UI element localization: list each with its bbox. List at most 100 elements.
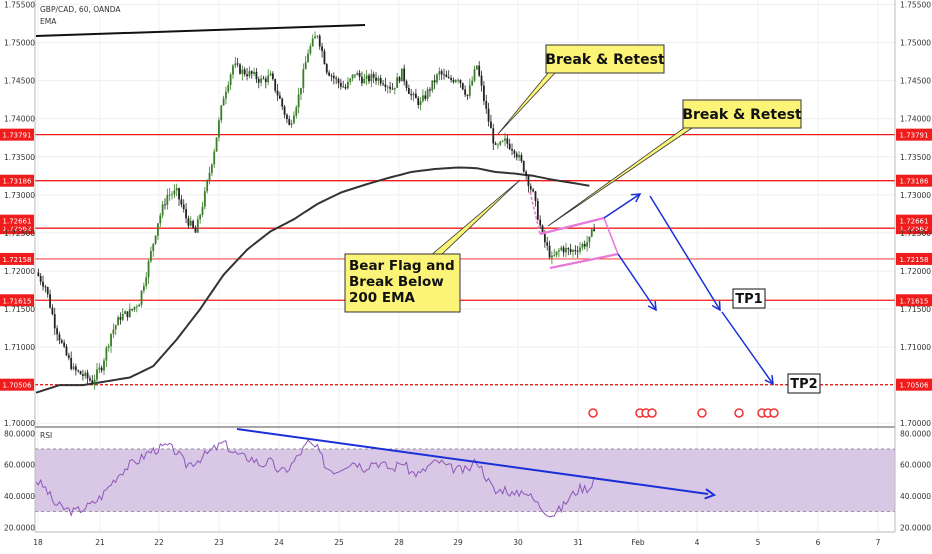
- time-tick: 23: [214, 538, 224, 547]
- candle-body: [56, 328, 59, 335]
- price-tick-left: 1.72000: [4, 267, 35, 276]
- candle-body: [475, 65, 478, 70]
- candle-body: [400, 68, 403, 82]
- candle-body: [210, 164, 213, 173]
- time-tick: 21: [95, 538, 105, 547]
- ema-200-line[interactable]: [35, 166, 590, 394]
- trend-line-top[interactable]: [35, 24, 366, 37]
- candle-body: [574, 249, 577, 252]
- candle-body: [119, 317, 122, 320]
- candle-body: [117, 317, 119, 326]
- level-tag-text: 1.72158: [900, 256, 929, 264]
- arrow-down-level[interactable]: [617, 253, 657, 311]
- candle-body: [37, 272, 40, 277]
- price-tick-left: 1.70000: [4, 419, 35, 428]
- candle-body: [506, 138, 509, 144]
- candle-body: [274, 79, 277, 91]
- candle-body: [332, 75, 335, 79]
- candle-body: [70, 357, 73, 369]
- event-markers[interactable]: [588, 408, 779, 418]
- candle-body: [471, 80, 474, 86]
- rsi-tick-right: 40.0000: [900, 492, 931, 501]
- price-tick-right: 1.71500: [900, 305, 931, 314]
- candle-body: [300, 87, 302, 95]
- candle-body: [234, 63, 237, 66]
- candle-body: [260, 78, 263, 83]
- candle-body: [480, 75, 483, 86]
- arrow-down-level-head: [647, 300, 657, 312]
- candle-body: [325, 64, 328, 73]
- time-tick: 7: [876, 538, 881, 547]
- level-tag-text: 1.72562: [3, 225, 32, 233]
- flag-lower[interactable]: [549, 252, 619, 270]
- candle-body: [199, 214, 202, 220]
- arrow-down-tp2-head: [764, 374, 774, 386]
- candle-body: [379, 77, 382, 84]
- symbol-title: GBP/CAD, 60, OANDA: [40, 5, 121, 14]
- candle-body: [553, 255, 556, 256]
- candle-body: [182, 204, 185, 210]
- candle-body: [342, 86, 345, 88]
- price-tick-right: 1.73000: [900, 191, 931, 200]
- candle-body: [283, 106, 286, 115]
- candle-body: [494, 143, 497, 145]
- candle-body: [583, 243, 586, 247]
- candle-body: [60, 340, 63, 343]
- arrow-up-retest[interactable]: [603, 193, 641, 219]
- candle-body: [110, 333, 112, 347]
- candle-body: [346, 81, 349, 89]
- candle-body: [539, 219, 542, 226]
- time-tick: 30: [513, 538, 523, 547]
- candle-body: [131, 309, 134, 310]
- candle-body: [433, 80, 436, 83]
- candle-body: [84, 372, 87, 377]
- candle-body: [504, 138, 506, 141]
- axes: 1.75500 1.75500 1.75000 1.75000 1.74500 1.745…: [4, 1, 931, 547]
- tp2-label: TP2: [790, 377, 817, 392]
- candle-body: [588, 236, 591, 243]
- arrow-down-tp1[interactable]: [649, 195, 721, 311]
- candle-body: [65, 346, 68, 356]
- candle-body: [112, 329, 115, 334]
- rsi-tick-left: 60.0000: [4, 461, 35, 470]
- level-tag-text: 1.72158: [3, 256, 32, 264]
- candle-body: [515, 153, 518, 158]
- candle-body: [166, 194, 169, 205]
- arrow-down-tp2[interactable]: [721, 311, 774, 385]
- price-tick-right: 1.74500: [900, 77, 931, 86]
- level-tag-left: [0, 378, 34, 391]
- candle-body: [192, 220, 195, 228]
- candle-body: [96, 369, 98, 380]
- candle-body: [288, 119, 291, 125]
- level-tag-text: 1.70506: [900, 382, 929, 390]
- candle-body: [461, 83, 464, 90]
- level-tag-text: 1.73791: [3, 132, 32, 140]
- rsi-trend-line[interactable]: [236, 428, 709, 495]
- candle-body: [77, 370, 80, 372]
- candle-body: [46, 287, 49, 295]
- candle-body: [309, 45, 312, 54]
- rsi-tick-left: 40.0000: [4, 492, 35, 501]
- candle-body: [438, 71, 441, 75]
- candle-body: [356, 72, 359, 76]
- tp2-box: TP2: [787, 373, 821, 394]
- candle-body: [295, 107, 298, 116]
- candle-body: [593, 229, 596, 232]
- candle-body: [482, 85, 485, 102]
- flag-upper[interactable]: [539, 216, 605, 236]
- candle-body: [558, 250, 560, 252]
- candle-body: [178, 188, 180, 200]
- candle-body: [447, 77, 450, 79]
- time-tick: 18: [33, 538, 43, 547]
- candle-body: [86, 372, 89, 379]
- callout-text: Bear Flag and Break Below 200 EMA: [349, 258, 459, 306]
- candle-body: [150, 250, 152, 262]
- candle-body: [518, 155, 520, 158]
- candle-body: [590, 229, 593, 237]
- rsi-line[interactable]: [35, 439, 595, 518]
- candle-body: [450, 78, 452, 81]
- candle-body: [93, 379, 96, 384]
- candle-body: [457, 79, 459, 81]
- candle-body: [105, 347, 108, 361]
